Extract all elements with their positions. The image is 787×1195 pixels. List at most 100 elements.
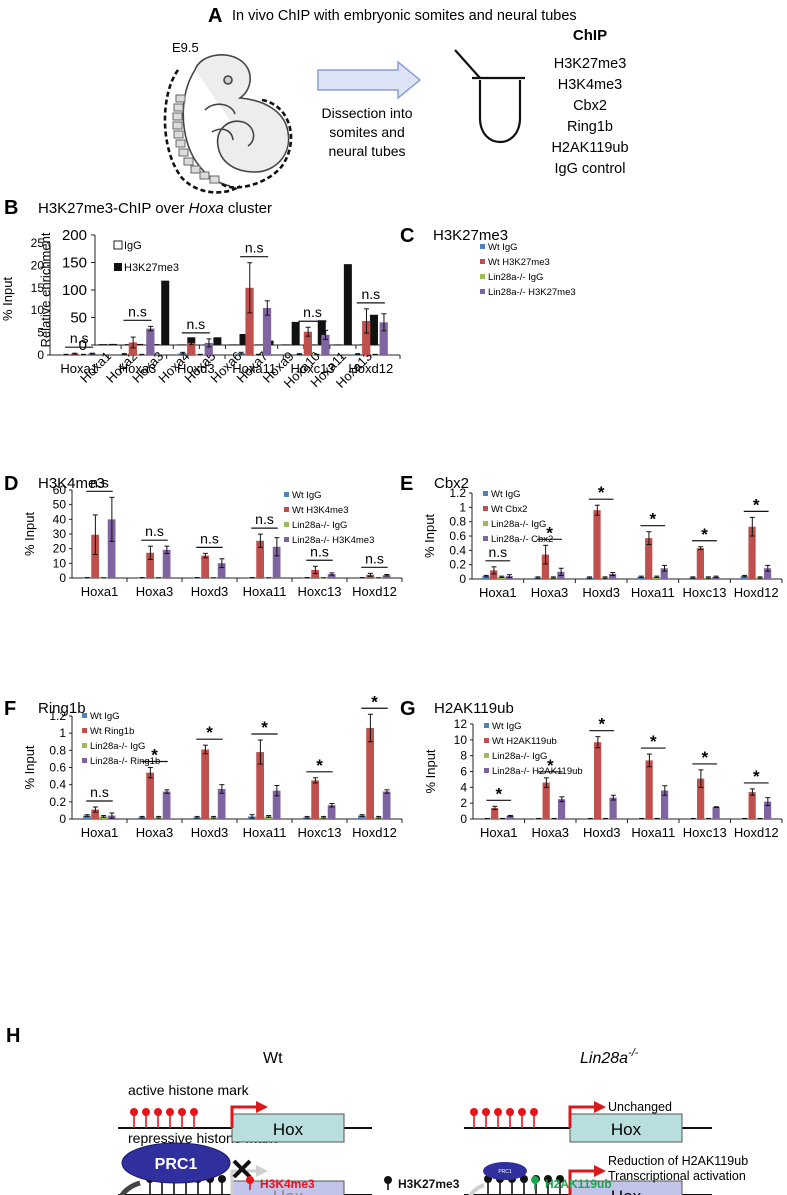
chart-c: C H3K27me3 0 5 10 15 20 25 % Input Hoxa1 n.s Hoxa3 n… xyxy=(0,225,576,376)
neural-tube-dissection-outline xyxy=(221,98,293,189)
chart-d-legend-swatch xyxy=(284,507,289,512)
chart-d-legend-label: Wt IgG xyxy=(292,490,322,501)
chart-e-significance-label: * xyxy=(598,483,605,502)
chart-f-significance-label: n.s xyxy=(90,784,109,800)
chart-e-title: Cbx2 xyxy=(434,475,469,492)
chart-f-legend-label: Wt Ring1b xyxy=(90,726,134,737)
wt-active-tss-arrow xyxy=(230,1105,258,1128)
lin28a-title: Lin28a-/- xyxy=(580,1047,639,1067)
chart-b-title-italic: Hoxa xyxy=(189,200,224,217)
panel-h: H Wt Lin28a-/- active histone mark repre… xyxy=(6,1025,712,1146)
chip-tube-icon xyxy=(454,49,525,143)
chart-c-bar xyxy=(245,287,254,355)
chart-f-ylabel: % Input xyxy=(22,745,37,789)
chart-e-ytick-label: 1 xyxy=(459,500,466,514)
wt-h3k4me3-head xyxy=(178,1108,186,1116)
chart-g-significance-label: * xyxy=(495,784,502,803)
chart-f-ytick-label: 0.2 xyxy=(49,795,66,809)
chart-f-letter: F xyxy=(4,698,16,720)
chart-g-bar xyxy=(645,760,653,819)
chart-g: G H2AK119ub 0 2 46 8 10 12 % Input Hoxa1 * Hoxa3 * Ho… xyxy=(400,698,783,840)
chart-d-significance-label: n.s xyxy=(145,523,164,539)
chart-c-legend-swatch xyxy=(480,259,485,264)
stage-label: E9.5 xyxy=(172,40,199,55)
chart-e-ytick-label: 0.8 xyxy=(449,515,466,529)
chart-f-bar xyxy=(311,780,319,819)
chart-c-significance-label: n.s xyxy=(361,286,380,302)
wt-active-hox-gene xyxy=(231,1113,345,1143)
chart-b-bar-h3k27me3 xyxy=(213,337,222,345)
chart-b-legend-label-h3k27me3: H3K27me3 xyxy=(124,262,179,274)
wt-blocked-tss-arrow xyxy=(230,1169,258,1195)
chip-item-2: H3K4me3 xyxy=(558,77,622,93)
block-x-mark xyxy=(232,1159,252,1179)
reduction-label: Reduction of H2AK119ub xyxy=(608,1154,748,1168)
chart-f-ytick-label: 1 xyxy=(59,726,66,740)
chart-d-xtick-label: Hoxa11 xyxy=(243,584,287,599)
chart-d-legend-label: Lin28a-/- H3K4me3 xyxy=(292,535,374,546)
chart-f-bar xyxy=(358,815,366,819)
chart-e-bar xyxy=(608,573,617,579)
chart-g-significance-label: * xyxy=(701,748,708,767)
chart-b-ytick-label: 0 xyxy=(79,337,87,354)
chart-d-legend-swatch xyxy=(284,522,289,527)
chart-g-significance-label: * xyxy=(598,715,605,734)
chart-f-xtick-label: Hoxa11 xyxy=(243,825,287,840)
chart-c-bar xyxy=(146,328,155,355)
legend-h3k27me3-label: H3K27me3 xyxy=(398,1177,460,1191)
chart-g-title: H2AK119ub xyxy=(434,700,514,717)
chart-d-ytick-label: 30 xyxy=(53,527,67,541)
chart-g-ytick-label: 8 xyxy=(460,749,467,763)
activation-label: Transcriptional activation xyxy=(608,1169,746,1183)
ko-h3k4me3-head xyxy=(518,1108,526,1116)
chart-d-legend-swatch xyxy=(284,537,289,542)
chart-c-ytick-label: 5 xyxy=(37,326,44,340)
chart-g-bar xyxy=(748,792,756,819)
chart-e-ytick-label: 0.4 xyxy=(449,543,466,557)
chart-f-ytick-label: 0.8 xyxy=(49,743,66,757)
panel-a-title: In vivo ChIP with embryonic somites and … xyxy=(232,8,577,24)
chart-g-ytick-label: 12 xyxy=(454,717,468,731)
chart-e-ytick-label: 0 xyxy=(459,572,466,586)
chart-f-bar xyxy=(162,791,171,819)
chart-d-significance-label: n.s xyxy=(310,543,329,559)
chart-b-bar-h3k27me3 xyxy=(109,343,118,345)
ko-h3k4me3-head xyxy=(530,1108,538,1116)
chart-e-bar xyxy=(490,570,498,579)
chart-c-legend-swatch xyxy=(480,274,485,279)
chart-e-legend-swatch xyxy=(483,521,488,526)
chart-d-xtick-label: Hoxa3 xyxy=(136,584,174,599)
chart-e-significance-label: * xyxy=(650,510,657,529)
chart-f-bar xyxy=(256,752,264,819)
ko-h3k4me3-head xyxy=(482,1108,490,1116)
chart-e-ytick-label: 0.2 xyxy=(449,558,466,572)
dissection-line-1: Dissection into xyxy=(321,105,412,121)
panel-a: A In vivo ChIP with embryonic somites an… xyxy=(163,5,629,194)
chart-e-bar xyxy=(541,554,549,579)
ko-h3k27me3-head xyxy=(544,1175,552,1183)
chart-b-bar-h3k27me3 xyxy=(239,334,248,345)
chart-c-ytick-label: 15 xyxy=(31,281,45,295)
wt-h3k4me3-head xyxy=(130,1108,138,1116)
chart-b-bar-h3k27me3 xyxy=(343,264,352,345)
active-mark-label: active histone mark xyxy=(128,1082,250,1098)
wt-active-hox-label: Hox xyxy=(273,1120,304,1139)
chart-g-legend-label: Wt IgG xyxy=(492,721,522,732)
chart-f-legend-label: Lin28a-/- IgG xyxy=(90,741,145,752)
chart-c-bar xyxy=(128,342,137,355)
chart-c-legend-label: Wt IgG xyxy=(488,242,518,253)
chart-f-bar xyxy=(327,805,336,819)
wt-blocked-tss-arrowhead xyxy=(256,1165,268,1177)
chart-b-legend-label-igg: IgG xyxy=(124,240,142,252)
chart-f-xtick-label: Hoxa1 xyxy=(81,825,119,840)
chart-g-bar xyxy=(660,790,669,819)
chart-d-significance-label: n.s xyxy=(365,550,384,566)
chart-d-legend-label: Lin28a-/- IgG xyxy=(292,520,347,531)
chart-g-legend-swatch xyxy=(484,723,489,728)
chart-g-xtick-label: Hoxa3 xyxy=(531,825,569,840)
chart-b-bar-h3k27me3 xyxy=(161,280,170,345)
chart-c-significance-label: n.s xyxy=(245,240,264,256)
chart-c-legend-swatch xyxy=(480,289,485,294)
chart-c-ytick-label: 10 xyxy=(31,303,45,317)
